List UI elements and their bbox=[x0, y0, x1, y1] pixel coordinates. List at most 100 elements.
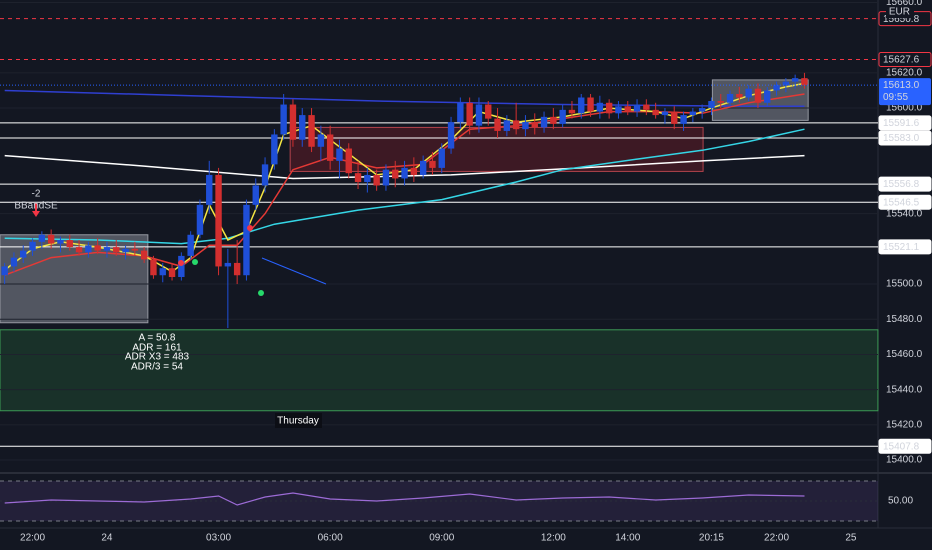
y-tick-label: 15400.0 bbox=[886, 455, 923, 466]
candle-body bbox=[652, 109, 659, 116]
candle-body bbox=[605, 102, 613, 114]
candle-body bbox=[494, 118, 501, 131]
candle-body bbox=[698, 108, 706, 112]
y-tick-label: 15480.0 bbox=[886, 314, 923, 325]
candle-body bbox=[708, 101, 715, 109]
candle-body bbox=[215, 174, 222, 267]
candle-body bbox=[531, 122, 538, 128]
candle-body bbox=[29, 241, 36, 251]
candle-body bbox=[196, 204, 204, 235]
signal-dot bbox=[258, 290, 264, 296]
candle-body bbox=[103, 247, 111, 251]
candle-body bbox=[782, 81, 790, 86]
candle-body bbox=[159, 268, 166, 276]
candle-body bbox=[252, 185, 259, 205]
level-label-box bbox=[878, 115, 932, 131]
candle-body bbox=[289, 104, 297, 140]
candle-body bbox=[726, 93, 734, 103]
candle-body bbox=[280, 104, 287, 135]
candle-body bbox=[261, 164, 269, 186]
candle-body bbox=[438, 148, 445, 168]
y-tick-label: 15440.0 bbox=[886, 384, 923, 395]
candle-body bbox=[661, 111, 669, 116]
candle-body bbox=[243, 204, 250, 276]
candle-body bbox=[345, 148, 352, 174]
candle-body bbox=[410, 167, 418, 175]
candle-body bbox=[615, 106, 622, 114]
stat-text: ADR = 161 bbox=[132, 343, 182, 354]
candle-body bbox=[131, 248, 139, 251]
stat-text: ADR/3 = 54 bbox=[131, 362, 183, 373]
candle-body bbox=[419, 160, 427, 175]
level-label-box bbox=[878, 176, 932, 192]
countdown: 09:55 bbox=[883, 92, 908, 103]
candle-body bbox=[522, 122, 529, 130]
level-label-box bbox=[878, 130, 932, 146]
y-tick-label: 15600.0 bbox=[886, 103, 923, 114]
signal-dot bbox=[192, 259, 198, 265]
x-tick-label: 14:00 bbox=[615, 533, 640, 544]
x-tick-label: 25 bbox=[845, 533, 857, 544]
candle-body bbox=[587, 97, 594, 112]
candle-body bbox=[299, 115, 306, 140]
candle-body bbox=[38, 234, 46, 242]
candle-body bbox=[308, 115, 315, 147]
candle-body bbox=[512, 120, 520, 130]
candle-body bbox=[689, 111, 697, 116]
candle-body bbox=[94, 245, 101, 251]
day-label-box bbox=[275, 413, 322, 428]
candle-body bbox=[317, 134, 325, 147]
signal-value: -2 bbox=[32, 189, 41, 200]
candle-body bbox=[354, 173, 362, 182]
indicator-line bbox=[4, 154, 805, 180]
y-tick-label: 15500.0 bbox=[886, 279, 923, 290]
candle-body bbox=[113, 247, 120, 253]
zone bbox=[0, 329, 879, 412]
y-tick-label: 15420.0 bbox=[886, 419, 923, 430]
candle-body bbox=[224, 262, 232, 267]
stat-text: A = 50.8 bbox=[139, 333, 176, 344]
candle-body bbox=[66, 240, 73, 248]
rsi-line bbox=[4, 492, 805, 506]
candle-body bbox=[801, 78, 808, 86]
candle-body bbox=[736, 93, 743, 98]
x-tick-label: 20:15 bbox=[699, 533, 724, 544]
candle-body bbox=[643, 104, 650, 110]
level-label: 15583.0 bbox=[883, 133, 920, 144]
candle-body bbox=[10, 257, 18, 267]
candle-body bbox=[633, 104, 641, 112]
candle-body bbox=[392, 169, 399, 179]
candle-body bbox=[364, 174, 371, 182]
y-tick-label: 15540.0 bbox=[886, 208, 923, 219]
stat-text: ADR X3 = 483 bbox=[125, 352, 190, 363]
candle-body bbox=[178, 255, 185, 278]
candle-body bbox=[382, 169, 390, 186]
level-label-box bbox=[878, 438, 932, 454]
plot-area bbox=[0, 0, 932, 529]
x-tick-label: 22:00 bbox=[20, 533, 45, 544]
day-label: Thursday bbox=[277, 416, 319, 427]
y-tick-label: 15620.0 bbox=[886, 67, 923, 78]
candle-body bbox=[578, 97, 585, 114]
candle-body bbox=[150, 259, 157, 276]
candle-body bbox=[503, 120, 511, 131]
level-label: 15627.6 bbox=[883, 55, 920, 66]
price-axis: 15660.0 15620.0 15600.0 15540.0 15500.0 15480… bbox=[20, 0, 932, 544]
candle-body bbox=[57, 240, 64, 244]
candle-body bbox=[401, 167, 408, 179]
candle-body bbox=[271, 134, 278, 165]
x-tick-label: 24 bbox=[101, 533, 113, 544]
signal-dot bbox=[178, 260, 184, 266]
candle-body bbox=[85, 245, 92, 253]
candle-body bbox=[233, 262, 241, 276]
candle-body bbox=[745, 88, 752, 98]
candle-body bbox=[447, 122, 455, 149]
current-price-box bbox=[879, 78, 931, 106]
candle-body bbox=[540, 116, 548, 128]
candle-body bbox=[187, 234, 194, 256]
candle-body bbox=[596, 102, 604, 112]
level-label: 15546.5 bbox=[883, 197, 920, 208]
level-label-box bbox=[878, 239, 932, 255]
